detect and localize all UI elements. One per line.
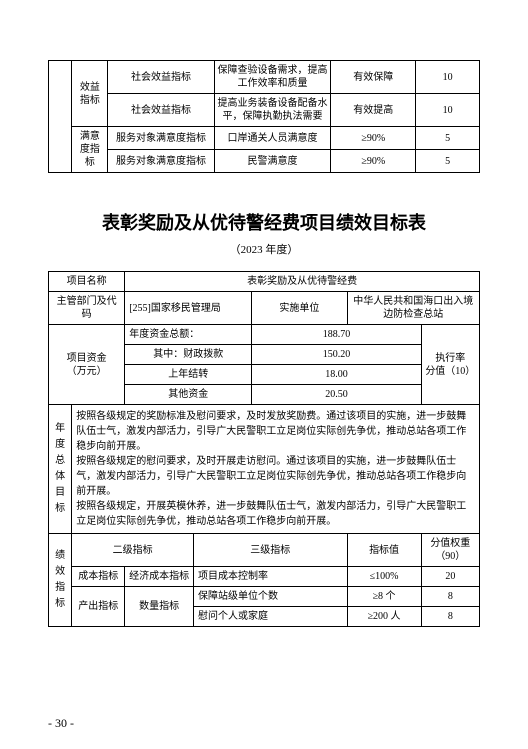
val: 有效保障: [331, 61, 416, 94]
l2: 社会效益指标: [108, 94, 214, 127]
l2: 社会效益指标: [108, 61, 214, 94]
goal-p1: 按照各级规定的奖励标准及慰问要求，及时发放奖励费。通过该项目的实施，进一步鼓舞队…: [76, 409, 475, 454]
perf-r2-vb: ≥200 人: [347, 607, 421, 627]
l2: 服务对象满意度指标: [108, 150, 214, 173]
score: 5: [416, 127, 480, 150]
perf-h-val: 指标值: [347, 534, 421, 567]
perf-cat-label: 绩 效 指 标: [49, 534, 72, 627]
exec-rate-label: 执行率 分值（10）: [421, 325, 479, 405]
val: 有效提高: [331, 94, 416, 127]
cat-satisfaction: 满意 度指 标: [72, 127, 108, 173]
perf-r1-l1: 成本指标: [72, 567, 125, 587]
fund-total-value: 188.70: [252, 325, 421, 345]
perf-r1-l2: 经济成本指标: [125, 567, 194, 587]
dept-code: [255]国家移民管理局: [125, 292, 252, 325]
main-table: 项目名称 表彰奖励及从优待警经费 主管部门及代 码 [255]国家移民管理局 实…: [48, 271, 480, 627]
goal-p3: 按照各级规定，开展英模休养，进一步鼓舞队伍士气，激发内部活力，引导广大民警职工立…: [76, 499, 475, 529]
val: ≥90%: [331, 127, 416, 150]
fund-other-label: 其他资金: [125, 385, 252, 405]
proj-name-value: 表彰奖励及从优待警经费: [125, 272, 480, 292]
perf-r2-va: ≥8 个: [347, 587, 421, 607]
perf-r2-l2: 数量指标: [125, 587, 194, 627]
score: 5: [416, 150, 480, 173]
goals-content: 按照各级规定的奖励标准及慰问要求，及时发放奖励费。通过该项目的实施，进一步鼓舞队…: [72, 405, 480, 534]
year-label: （2023 年度）: [48, 241, 480, 257]
upper-table: 效益 指标 社会效益指标 保障查验设备需求，提高工作效率和质量 有效保障 10 …: [48, 60, 480, 173]
goals-label: 年 度 总 体 目 标: [49, 405, 72, 534]
val: ≥90%: [331, 150, 416, 173]
perf-r1-w: 20: [421, 567, 479, 587]
unit-value: 中华人民共和国海口出入境 边防检查总站: [347, 292, 479, 325]
fund-total-label: 年度资金总额：: [125, 325, 252, 345]
l2: 服务对象满意度指标: [108, 127, 214, 150]
l3: 保障查验设备需求，提高工作效率和质量: [214, 61, 331, 94]
perf-h-l3: 三级指标: [194, 534, 347, 567]
score: 10: [416, 61, 480, 94]
perf-r2-wb: 8: [421, 607, 479, 627]
score: 10: [416, 94, 480, 127]
perf-h-l2: 二级指标: [72, 534, 194, 567]
perf-h-weight: 分值权重 （90）: [421, 534, 479, 567]
dept-label: 主管部门及代 码: [49, 292, 125, 325]
page-number: - 30 -: [48, 716, 74, 731]
l3: 口岸通关人员满意度: [214, 127, 331, 150]
perf-r2-l1: 产出指标: [72, 587, 125, 627]
fund-other-value: 20.50: [252, 385, 421, 405]
proj-name-label: 项目名称: [49, 272, 125, 292]
page-title: 表彰奖励及从优待警经费项目绩效目标表: [48, 209, 480, 235]
fund-fiscal-value: 150.20: [252, 345, 421, 365]
fund-fiscal-label: 其中：财政拨款: [125, 345, 252, 365]
perf-r1-val: ≤100%: [347, 567, 421, 587]
l3: 提高业务装备设备配备水平，保障执勤执法需要: [214, 94, 331, 127]
perf-r2-wa: 8: [421, 587, 479, 607]
fund-label: 项目资金 （万元）: [49, 325, 125, 405]
fund-carry-label: 上年结转: [125, 365, 252, 385]
perf-r1-l3: 项目成本控制率: [194, 567, 347, 587]
cat-benefit: 效益 指标: [72, 61, 108, 127]
blank-col: [49, 61, 72, 173]
perf-r2-l3a: 保障站级单位个数: [194, 587, 347, 607]
perf-r2-l3b: 慰问个人或家庭: [194, 607, 347, 627]
goal-p2: 按照各级规定的慰问要求，及时开展走访慰问。通过该项目的实施，进一步鼓舞队伍士气，…: [76, 454, 475, 499]
fund-carry-value: 18.00: [252, 365, 421, 385]
unit-label: 实施单位: [252, 292, 347, 325]
l3: 民警满意度: [214, 150, 331, 173]
